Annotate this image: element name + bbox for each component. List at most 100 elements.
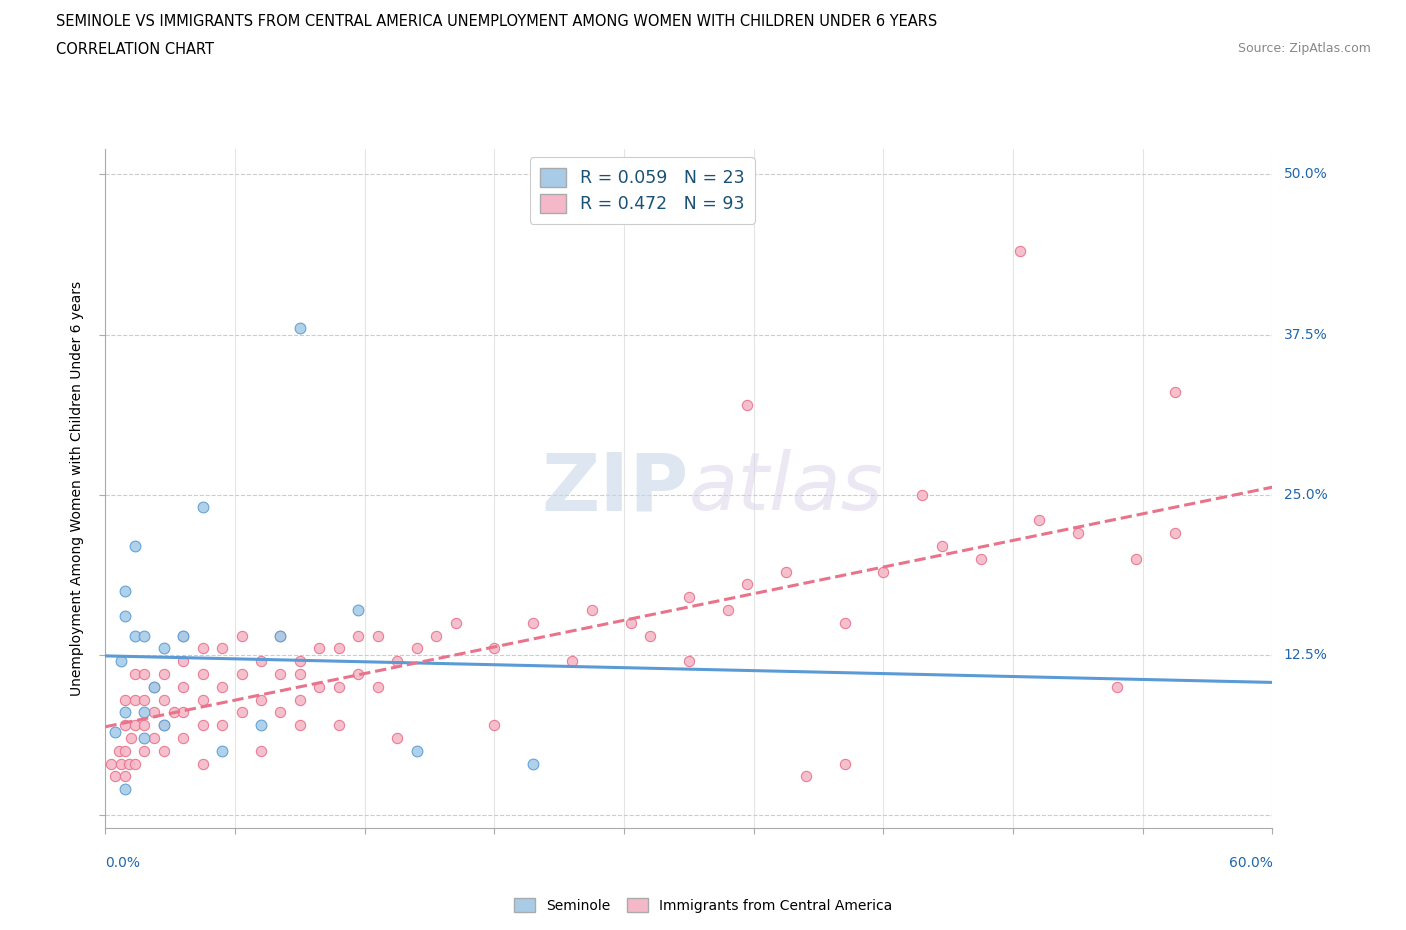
Legend: R = 0.059   N = 23, R = 0.472   N = 93: R = 0.059 N = 23, R = 0.472 N = 93 (530, 157, 755, 224)
Point (794, 769, 817, 784)
Point (124, 628, 146, 643)
Point (152, 718, 174, 733)
Point (108, 743, 131, 758)
Text: 12.5%: 12.5% (1284, 648, 1327, 662)
Point (269, 705, 292, 720)
Point (678, 654, 700, 669)
Point (231, 705, 253, 720)
Point (250, 743, 273, 758)
Point (561, 654, 583, 669)
Text: 60.0%: 60.0% (1229, 856, 1272, 870)
Text: atlas: atlas (689, 449, 884, 527)
Point (347, 603, 370, 618)
Point (110, 654, 132, 669)
Point (269, 628, 292, 643)
Point (484, 641, 506, 656)
Point (405, 743, 427, 758)
Point (191, 641, 214, 656)
Point (118, 756, 141, 771)
Point (110, 756, 132, 771)
Point (143, 731, 166, 746)
Point (162, 705, 184, 720)
Legend: Seminole, Immigrants from Central America: Seminole, Immigrants from Central Americ… (509, 893, 897, 919)
Point (1028, 512, 1050, 527)
Point (638, 628, 661, 643)
Point (124, 692, 146, 707)
Point (114, 718, 136, 733)
Point (288, 321, 311, 336)
Point (172, 628, 194, 643)
Point (970, 551, 993, 566)
Point (385, 654, 408, 669)
Point (114, 743, 136, 758)
Point (172, 679, 194, 694)
Point (269, 628, 292, 643)
Point (269, 667, 292, 682)
Point (191, 718, 214, 733)
Point (124, 718, 146, 733)
Point (834, 616, 856, 631)
Point (211, 718, 233, 733)
Text: SEMINOLE VS IMMIGRANTS FROM CENTRAL AMERICA UNEMPLOYMENT AMONG WOMEN WITH CHILDR: SEMINOLE VS IMMIGRANTS FROM CENTRAL AMER… (56, 14, 938, 29)
Point (114, 782, 136, 797)
Point (328, 679, 350, 694)
Point (231, 628, 253, 643)
Point (104, 724, 127, 739)
Point (172, 731, 194, 746)
Point (737, 397, 759, 412)
Point (114, 609, 136, 624)
Point (172, 628, 194, 643)
Point (152, 667, 174, 682)
Point (100, 756, 122, 771)
Point (1125, 551, 1147, 566)
Point (134, 628, 156, 643)
Point (1008, 244, 1031, 259)
Point (124, 538, 146, 553)
Point (143, 705, 166, 720)
Point (775, 565, 797, 579)
Point (347, 667, 370, 682)
Point (104, 769, 127, 784)
Point (425, 628, 447, 643)
Text: Source: ZipAtlas.com: Source: ZipAtlas.com (1237, 42, 1371, 55)
Point (191, 756, 214, 771)
Point (143, 679, 166, 694)
Point (114, 769, 136, 784)
Point (308, 679, 330, 694)
Point (114, 705, 136, 720)
Point (872, 565, 894, 579)
Point (1105, 679, 1128, 694)
Point (581, 603, 603, 618)
Text: 0.0%: 0.0% (105, 856, 141, 870)
Y-axis label: Unemployment Among Women with Children Under 6 years: Unemployment Among Women with Children U… (70, 281, 84, 696)
Point (328, 641, 350, 656)
Point (134, 705, 156, 720)
Point (152, 718, 174, 733)
Point (444, 616, 467, 631)
Point (134, 743, 156, 758)
Point (367, 628, 389, 643)
Point (191, 500, 214, 515)
Point (328, 718, 350, 733)
Point (114, 692, 136, 707)
Point (172, 654, 194, 669)
Point (288, 667, 311, 682)
Point (134, 731, 156, 746)
Text: 37.5%: 37.5% (1284, 327, 1327, 341)
Text: 25.0%: 25.0% (1284, 487, 1327, 501)
Point (347, 628, 370, 643)
Point (134, 692, 156, 707)
Point (1067, 525, 1090, 540)
Point (737, 577, 759, 591)
Point (678, 590, 700, 604)
Point (120, 731, 142, 746)
Point (1164, 525, 1187, 540)
Point (288, 718, 311, 733)
Point (231, 667, 253, 682)
Point (288, 654, 311, 669)
Point (191, 692, 214, 707)
Point (134, 667, 156, 682)
Point (114, 583, 136, 598)
Point (522, 616, 544, 631)
Text: ZIP: ZIP (541, 449, 689, 527)
